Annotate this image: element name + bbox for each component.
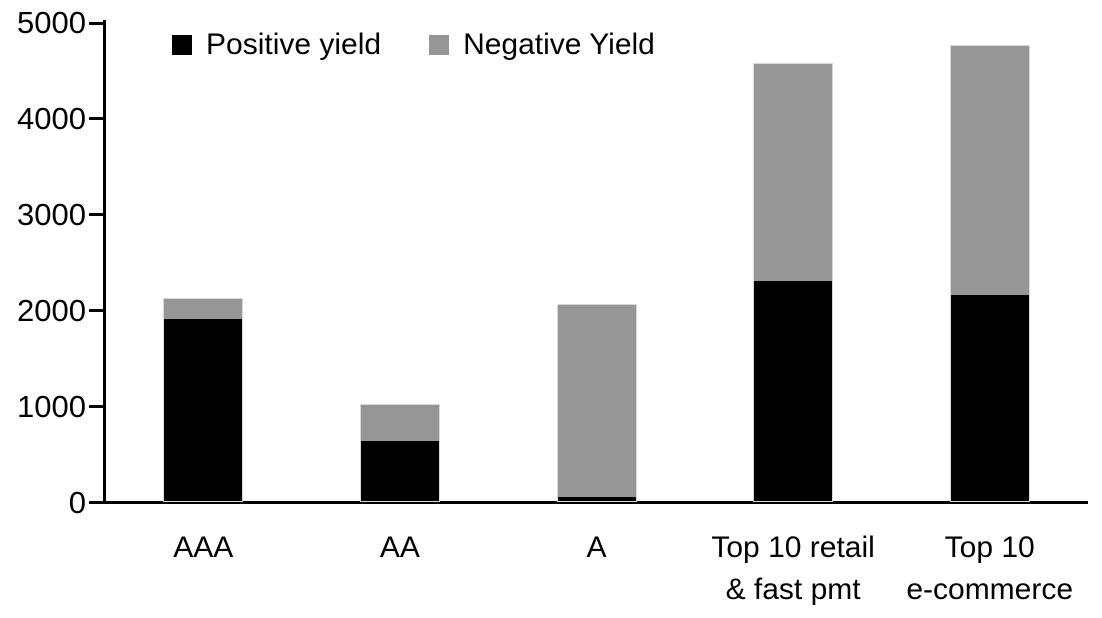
bar-top-10-retail-fast-pmt <box>753 62 834 503</box>
bar-aaa <box>163 297 244 503</box>
bar-segment-negative-yield <box>164 298 243 319</box>
y-axis-tick <box>89 117 103 121</box>
bar-segment-negative-yield <box>950 45 1029 295</box>
bar-segment-positive-yield <box>360 441 439 501</box>
y-axis-tick-label: 0 <box>68 484 86 520</box>
bar-segment-negative-yield <box>557 305 636 498</box>
bar-segment-positive-yield <box>557 497 636 501</box>
y-axis-tick-label: 4000 <box>17 100 86 136</box>
x-axis-category-label: Top 10 retail & fast pmt <box>711 531 875 606</box>
bar-top-10-e-commerce <box>949 44 1030 502</box>
y-axis-line <box>103 20 106 504</box>
bar-segment-positive-yield <box>164 318 243 501</box>
bar-segment-negative-yield <box>754 63 833 282</box>
bar-a <box>556 304 637 502</box>
y-axis-tick-label: 5000 <box>17 5 86 40</box>
x-axis-line <box>103 501 1088 504</box>
legend-label-positive-yield: Positive yield <box>206 28 382 61</box>
x-axis-category-label: AA <box>379 531 420 564</box>
y-axis-tick-label: 2000 <box>17 292 86 328</box>
bar-aa <box>359 404 440 502</box>
legend-swatch-positive-yield <box>172 35 192 55</box>
bar-segment-negative-yield <box>360 405 439 442</box>
bar-segment-positive-yield <box>950 294 1029 501</box>
x-axis-category-label: AAA <box>173 531 234 564</box>
legend-swatch-negative-yield <box>429 35 450 55</box>
x-axis-category-label: A <box>586 531 607 564</box>
legend-item-negative-yield: Negative Yield <box>429 30 655 60</box>
y-axis-tick-label: 3000 <box>17 196 86 232</box>
y-axis-tick <box>89 309 103 313</box>
y-axis-tick <box>89 21 103 25</box>
x-axis-category-label: Top 10 e-commerce <box>906 531 1074 606</box>
bar-segment-positive-yield <box>754 281 833 501</box>
y-axis-tick <box>89 501 103 504</box>
y-axis-tick <box>89 405 103 409</box>
legend-item-positive-yield: Positive yield <box>172 30 381 60</box>
legend-label-negative-yield: Negative Yield <box>463 28 655 61</box>
y-axis-tick <box>89 213 103 217</box>
y-axis-tick-label: 1000 <box>17 388 86 424</box>
chart-legend: Positive yield Negative Yield <box>172 30 655 60</box>
